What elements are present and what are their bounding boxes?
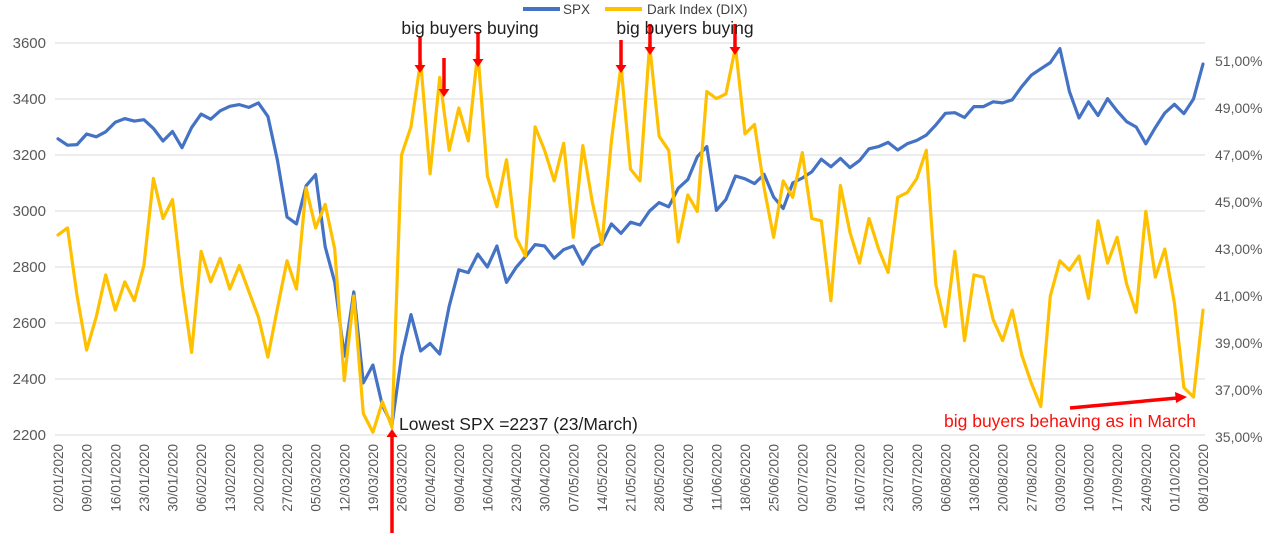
red-arrow-down-head-icon (438, 89, 450, 97)
x-axis-tick-label: 24/09/2020 (1139, 444, 1154, 512)
red-arrow-right-icon (1069, 396, 1178, 410)
x-axis-tick-label: 18/06/2020 (738, 444, 753, 512)
left-axis-tick-label: 3200 (13, 147, 46, 164)
left-axis-tick-label: 3600 (13, 35, 46, 52)
left-axis-tick-label: 2400 (13, 371, 46, 388)
right-axis-tick-label: 39,00% (1215, 335, 1262, 351)
left-axis-tick-label: 3400 (13, 91, 46, 108)
x-axis-tick-label: 02/07/2020 (795, 444, 810, 512)
spx-line-series (56, 46, 1205, 427)
red-arrow-right-head-icon (1175, 392, 1187, 403)
x-axis-tick-label: 16/04/2020 (480, 444, 495, 512)
red-arrow-up-head-icon (386, 429, 398, 437)
x-axis-tick-label: 01/10/2020 (1167, 444, 1182, 512)
right-axis-tick-label: 43,00% (1215, 241, 1262, 257)
x-axis-tick-label: 27/02/2020 (280, 444, 295, 512)
red-arrow-down-head-icon (472, 59, 484, 67)
x-axis-tick-label: 14/05/2020 (595, 444, 610, 512)
x-axis-tick-label: 20/08/2020 (996, 444, 1011, 512)
red-arrow-down-head-icon (414, 65, 426, 73)
x-axis-tick-label: 04/06/2020 (681, 444, 696, 512)
annotation-big-buyers-march: big buyers behaving as in March (944, 411, 1196, 431)
red-arrow-down-head-icon (644, 47, 656, 55)
legend-item-label: Dark Index (DIX) (647, 2, 748, 17)
left-axis-tick-label: 2800 (13, 259, 46, 276)
x-axis-tick-label: 09/07/2020 (824, 444, 839, 512)
x-axis-tick-label: 23/04/2020 (509, 444, 524, 512)
x-axis-tick-label: 21/05/2020 (624, 444, 639, 512)
x-axis-tick-label: 23/07/2020 (881, 444, 896, 512)
x-axis-tick-label: 13/02/2020 (223, 444, 238, 512)
right-axis-tick-label: 37,00% (1215, 382, 1262, 398)
right-axis-tick-label: 47,00% (1215, 147, 1262, 163)
left-axis-tick-label: 2200 (13, 427, 46, 444)
annotation-big-buyers-1: big buyers buying (401, 18, 538, 38)
x-axis-tick-label: 13/08/2020 (967, 444, 982, 512)
legend-item-label: SPX (563, 2, 590, 17)
x-axis-tick-label: 30/01/2020 (166, 444, 181, 512)
red-arrow-down-head-icon (729, 47, 741, 55)
x-axis-tick-label: 23/01/2020 (137, 444, 152, 512)
red-arrow-down-head-icon (615, 65, 627, 73)
x-axis-tick-label: 02/01/2020 (51, 444, 66, 512)
annotation-lowest-spx: Lowest SPX =2237 (23/March) (399, 414, 638, 434)
x-axis-tick-label: 06/08/2020 (938, 444, 953, 512)
x-axis-tick-label: 10/09/2020 (1082, 444, 1097, 512)
dix-line-series (56, 42, 1205, 434)
x-axis-tick-label: 08/10/2020 (1196, 444, 1211, 512)
x-axis-tick-label: 05/03/2020 (309, 444, 324, 512)
left-axis-tick-label: 2600 (13, 315, 46, 332)
x-axis-tick-label: 20/02/2020 (251, 444, 266, 512)
x-axis-tick-label: 11/06/2020 (709, 444, 724, 511)
x-axis-tick-label: 09/01/2020 (80, 444, 95, 512)
right-axis-tick-label: 35,00% (1215, 429, 1262, 445)
x-axis-tick-label: 09/04/2020 (452, 444, 467, 512)
x-axis-tick-label: 30/04/2020 (538, 444, 553, 512)
x-axis-tick-label: 02/04/2020 (423, 444, 438, 512)
x-axis-tick-label: 30/07/2020 (910, 444, 925, 512)
x-axis-tick-label: 07/05/2020 (566, 444, 581, 512)
x-axis-tick-label: 12/03/2020 (337, 444, 352, 512)
right-axis-tick-label: 49,00% (1215, 100, 1262, 116)
annotation-big-buyers-2: big buyers buying (616, 18, 753, 38)
right-axis-tick-label: 41,00% (1215, 288, 1262, 304)
right-axis-tick-label: 45,00% (1215, 194, 1262, 210)
x-axis-tick-label: 03/09/2020 (1053, 444, 1068, 512)
left-axis-tick-label: 3000 (13, 203, 46, 220)
right-axis-tick-label: 51,00% (1215, 53, 1262, 69)
x-axis-tick-label: 25/06/2020 (767, 444, 782, 512)
x-axis-tick-label: 27/08/2020 (1024, 444, 1039, 512)
x-axis-tick-label: 06/02/2020 (194, 444, 209, 512)
x-axis-tick-label: 26/03/2020 (395, 444, 410, 512)
x-axis-tick-label: 19/03/2020 (366, 444, 381, 512)
x-axis-tick-label: 17/09/2020 (1110, 444, 1125, 512)
x-axis-tick-label: 16/01/2020 (108, 444, 123, 512)
x-axis-tick-label: 16/07/2020 (853, 444, 868, 512)
x-axis-tick-label: 28/05/2020 (652, 444, 667, 512)
